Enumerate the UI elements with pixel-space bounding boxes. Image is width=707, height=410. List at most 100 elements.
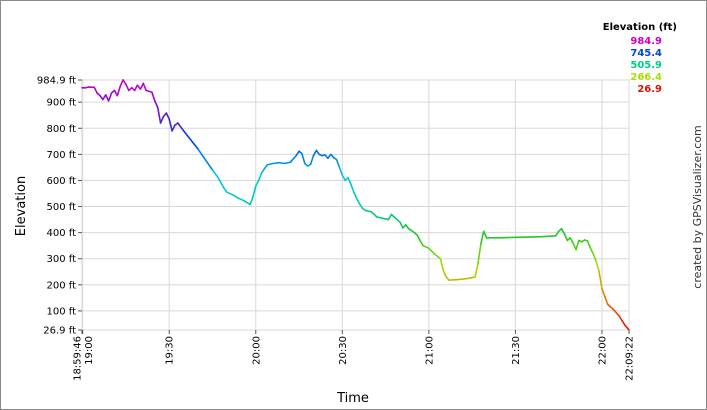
elevation-segment bbox=[586, 240, 592, 250]
y-tick-label: 400 ft bbox=[46, 228, 76, 239]
y-tick-label: 26.9 ft bbox=[43, 326, 76, 337]
elevation-segment bbox=[606, 303, 615, 311]
elevation-segment bbox=[433, 253, 442, 260]
elevation-segment bbox=[116, 85, 121, 97]
x-axis-ticks: 18:59:46 19:00 19:30 20:00 20:30 21:00 21:30 22… bbox=[73, 330, 636, 381]
elevation-segment bbox=[177, 122, 185, 132]
elevation-segment bbox=[295, 150, 300, 157]
elevation-segment bbox=[598, 270, 603, 290]
grid-lines bbox=[81, 79, 630, 331]
elevation-segment bbox=[145, 89, 153, 94]
y-tick-label: 100 ft bbox=[46, 306, 76, 317]
elevation-segment bbox=[301, 152, 306, 165]
elevation-segment bbox=[335, 158, 341, 169]
elevation-segment bbox=[312, 149, 318, 157]
elevation-segment bbox=[592, 253, 598, 263]
elevation-segment bbox=[263, 163, 269, 170]
elevation-segment bbox=[211, 169, 220, 179]
legend-value: 505.9 bbox=[630, 60, 662, 71]
x-tick-label: 20:00 bbox=[251, 336, 262, 365]
legend-value: 745.4 bbox=[630, 48, 662, 59]
elevation-segment bbox=[254, 179, 260, 187]
elevation-segment bbox=[107, 92, 113, 102]
elevation-segment bbox=[477, 243, 482, 265]
elevation-segment bbox=[407, 227, 416, 234]
elevation-segment bbox=[260, 167, 266, 174]
elevation-segment bbox=[595, 260, 600, 273]
elevation-segment bbox=[139, 82, 145, 90]
y-tick-label: 900 ft bbox=[46, 98, 76, 109]
elevation-segment bbox=[243, 199, 251, 206]
elevation-segment bbox=[119, 79, 124, 88]
elevation-segment bbox=[563, 233, 569, 242]
elevation-segment bbox=[252, 185, 257, 199]
elevation-segment bbox=[448, 278, 459, 281]
elevation-segment bbox=[223, 187, 228, 193]
x-tick-label: 21:30 bbox=[511, 336, 522, 365]
elevation-segment bbox=[387, 213, 393, 221]
elevation-segment bbox=[569, 237, 574, 244]
elevation-segment bbox=[151, 91, 156, 102]
x-tick-label: 20:30 bbox=[338, 336, 349, 365]
elevation-segment bbox=[500, 236, 517, 239]
legend-title: Elevation (ft) bbox=[603, 22, 677, 33]
elevation-segment bbox=[347, 177, 352, 186]
elevation-segment bbox=[125, 83, 130, 92]
y-tick-label: 600 ft bbox=[46, 176, 76, 187]
elevation-segment bbox=[159, 115, 165, 124]
elevation-segment bbox=[419, 240, 424, 247]
elevation-segment bbox=[439, 257, 445, 272]
elevation-segment bbox=[468, 276, 476, 280]
elevation-segment bbox=[618, 315, 623, 322]
elevation-segment bbox=[442, 269, 447, 278]
x-tick-label: 21:00 bbox=[424, 336, 435, 365]
elevation-segment bbox=[355, 197, 361, 205]
elevation-segment bbox=[404, 224, 410, 230]
elevation-segment bbox=[370, 210, 378, 218]
elevation-segment bbox=[529, 235, 546, 238]
x-tick-label: 19:00 bbox=[84, 336, 95, 365]
elevation-segment bbox=[226, 191, 234, 196]
elevation-segment bbox=[353, 191, 358, 200]
elevation-segment bbox=[237, 197, 246, 202]
elevation-segment bbox=[358, 203, 364, 210]
elevation-segment bbox=[257, 172, 263, 182]
elevation-segment bbox=[399, 221, 404, 229]
legend-value: 26.9 bbox=[637, 84, 662, 95]
elevation-segment bbox=[249, 196, 254, 206]
elevation-segment bbox=[575, 239, 580, 251]
y-axis-title: Elevation bbox=[14, 176, 29, 236]
elevation-segment bbox=[153, 100, 159, 109]
elevation-segment bbox=[283, 161, 292, 165]
y-axis-ticks: 26.9 ft 100 ft 200 ft 300 ft 400 ft 500 ft 600… bbox=[37, 76, 82, 337]
elevation-segment bbox=[428, 247, 436, 255]
elevation-segment bbox=[93, 86, 98, 94]
plot-area bbox=[81, 79, 630, 331]
elevation-segment bbox=[171, 124, 176, 132]
elevation-segment bbox=[560, 227, 566, 235]
elevation-segment bbox=[416, 234, 422, 242]
elevation-segment bbox=[381, 217, 390, 221]
elevation-segment bbox=[393, 216, 401, 223]
elevation-segment bbox=[604, 295, 609, 306]
elevation-segment bbox=[315, 149, 321, 156]
elevation-segment bbox=[555, 230, 560, 237]
y-tick-label: 500 ft bbox=[46, 202, 76, 213]
elevation-segment bbox=[309, 154, 315, 166]
y-tick-label: 700 ft bbox=[46, 150, 76, 161]
elevation-segment bbox=[220, 182, 225, 190]
elevation-segment bbox=[182, 130, 199, 150]
elevation-segment bbox=[197, 148, 214, 171]
elevation-segment bbox=[133, 84, 139, 92]
elevation-segment bbox=[482, 230, 488, 239]
elevation-segment bbox=[456, 277, 471, 281]
y-tick-label: 984.9 ft bbox=[37, 76, 76, 87]
elevation-segment bbox=[122, 79, 127, 86]
elevation-segment bbox=[341, 174, 347, 182]
elevation-segment bbox=[142, 82, 147, 92]
y-tick-label: 200 ft bbox=[46, 280, 76, 291]
elevation-segment bbox=[168, 118, 173, 132]
